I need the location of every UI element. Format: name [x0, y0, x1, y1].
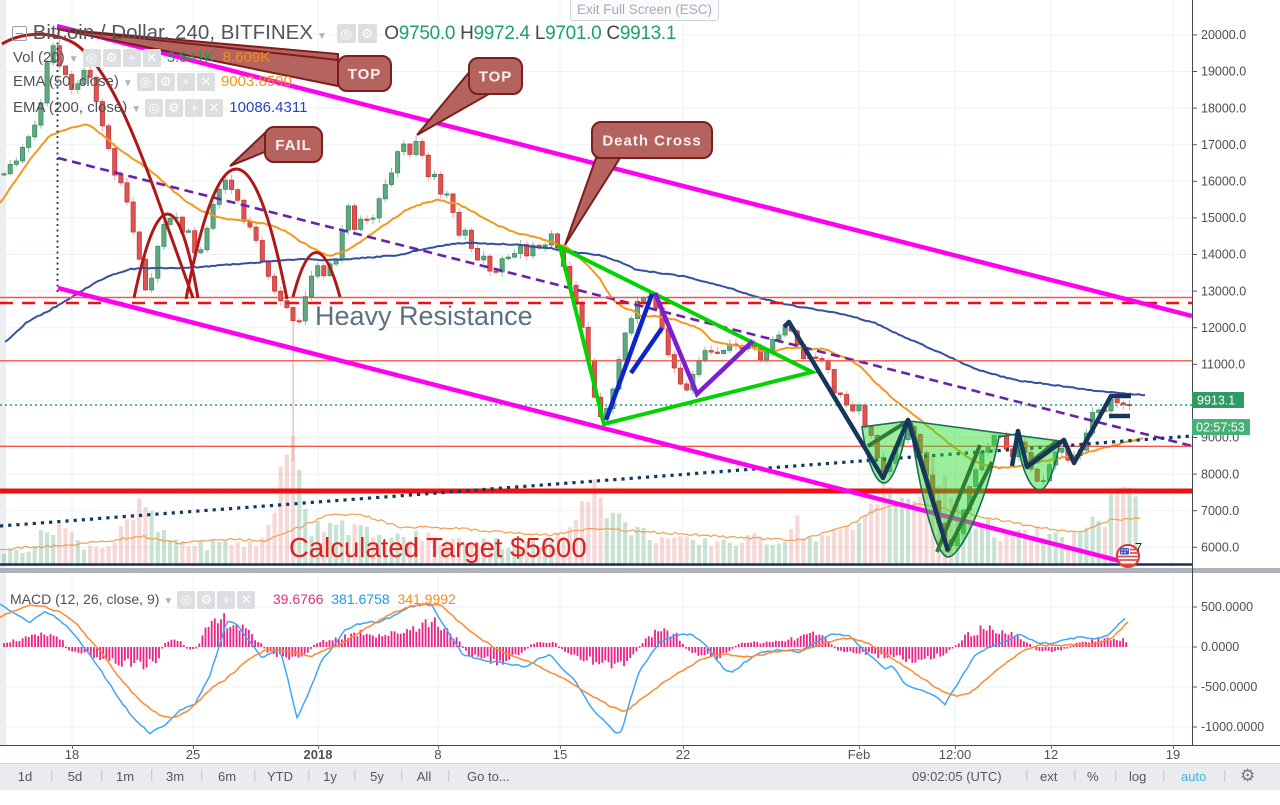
svg-text:9913.1: 9913.1: [1197, 394, 1235, 408]
svg-text:Heavy Resistance: Heavy Resistance: [315, 301, 533, 331]
svg-text:17000.0: 17000.0: [1201, 138, 1246, 152]
svg-text:-1000.0000: -1000.0000: [1201, 720, 1264, 734]
svg-text:12000.0: 12000.0: [1201, 321, 1246, 335]
svg-text:19000.0: 19000.0: [1201, 65, 1246, 79]
svg-text:18000.0: 18000.0: [1201, 101, 1246, 115]
svg-text:02:57:53: 02:57:53: [1196, 421, 1245, 435]
svg-text:14000.0: 14000.0: [1201, 248, 1246, 262]
svg-text:6000.0: 6000.0: [1201, 541, 1239, 555]
svg-text:-500.0000: -500.0000: [1201, 680, 1257, 694]
svg-text:20000.0: 20000.0: [1201, 28, 1246, 42]
svg-text:16000.0: 16000.0: [1201, 175, 1246, 189]
svg-text:FAIL: FAIL: [275, 137, 312, 154]
svg-text:7: 7: [1135, 540, 1142, 555]
svg-text:8000.0: 8000.0: [1201, 467, 1239, 481]
svg-text:13000.0: 13000.0: [1201, 284, 1246, 298]
svg-text:0.0000: 0.0000: [1201, 640, 1239, 654]
svg-text:11000.0: 11000.0: [1201, 358, 1245, 372]
svg-text:Calculated Target $5600: Calculated Target $5600: [289, 532, 587, 563]
svg-text:TOP: TOP: [479, 68, 513, 85]
svg-text:15000.0: 15000.0: [1201, 211, 1246, 225]
svg-text:TOP: TOP: [348, 66, 382, 83]
svg-text:Death Cross: Death Cross: [602, 132, 701, 149]
svg-text:500.0000: 500.0000: [1201, 600, 1253, 614]
svg-text:7000.0: 7000.0: [1201, 504, 1239, 518]
